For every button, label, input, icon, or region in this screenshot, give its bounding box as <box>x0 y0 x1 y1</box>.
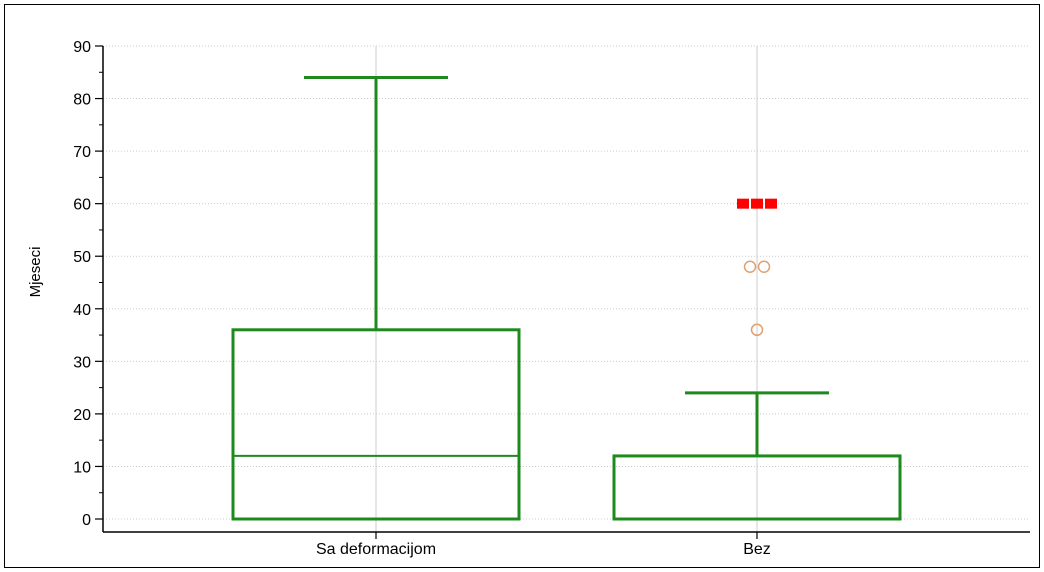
outlier-point <box>757 260 771 273</box>
box-layer <box>231 76 902 521</box>
box-0 <box>231 76 521 521</box>
y-tick-label-70: 70 <box>73 144 91 161</box>
y-tick-label-40: 40 <box>73 302 91 319</box>
y-tick-label-80: 80 <box>73 92 91 109</box>
grid-layer <box>103 45 1030 532</box>
chart-frame <box>4 4 1040 568</box>
y-axis-label: Mjeseci <box>27 247 44 298</box>
y-tick-label-0: 0 <box>82 512 91 529</box>
y-tick-label-20: 20 <box>73 407 91 424</box>
x-tick-label-1: Bez <box>743 541 771 558</box>
far-outlier-point <box>751 198 763 209</box>
far-outlier-point <box>737 198 749 209</box>
x-tick-label-0: Sa deformacijom <box>316 541 436 558</box>
far-outlier-point <box>765 198 777 209</box>
y-tick-label-10: 10 <box>73 459 91 476</box>
outlier-point <box>750 323 764 337</box>
outlier-point <box>743 260 757 273</box>
axis-layer: 0 10 20 30 40 50 60 70 80 90 Sa deformacijom Bez <box>73 39 1030 558</box>
y-tick-label-60: 60 <box>73 197 91 214</box>
box-1 <box>612 198 902 521</box>
y-tick-label-90: 90 <box>73 39 91 56</box>
y-tick-label-50: 50 <box>73 249 91 266</box>
y-tick-label-30: 30 <box>73 354 91 371</box>
